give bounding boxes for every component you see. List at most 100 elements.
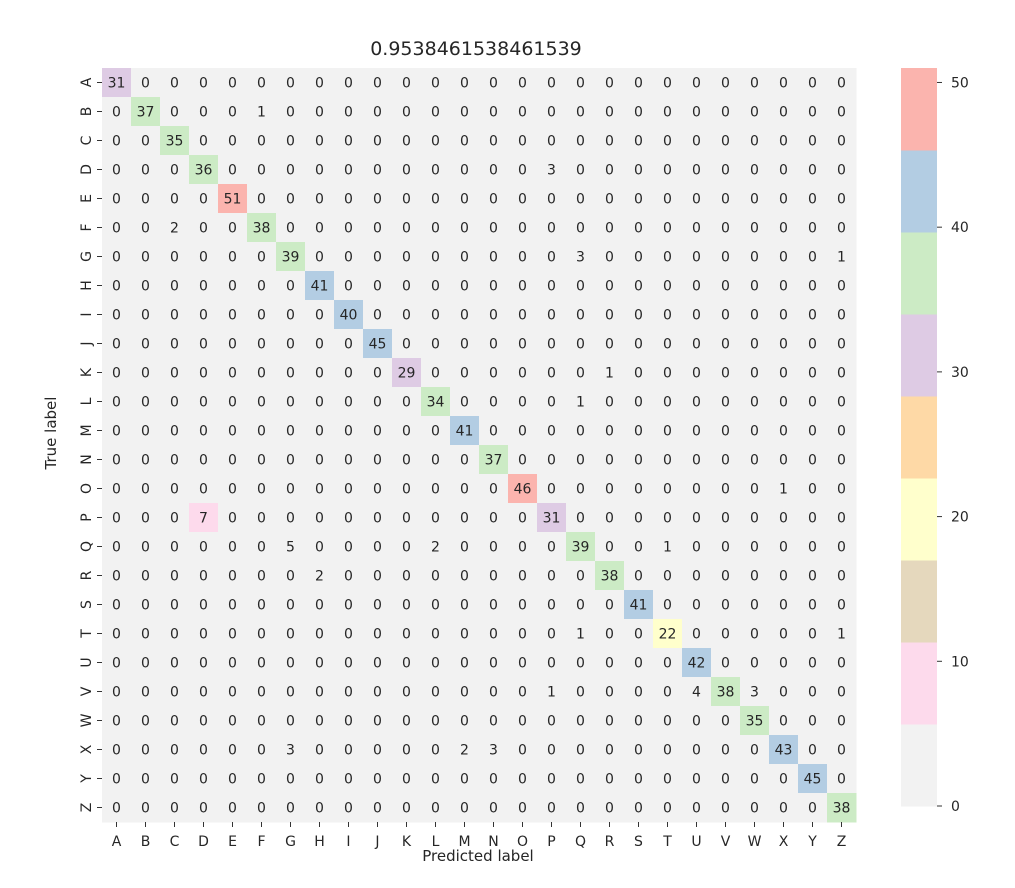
heatmap-cell <box>740 677 770 707</box>
heatmap-cell <box>769 764 799 794</box>
cell-value-label: 0 <box>634 337 643 353</box>
heatmap-cell <box>421 97 451 127</box>
cell-value-label: 0 <box>228 511 237 527</box>
heatmap-cell <box>653 68 683 98</box>
heatmap-cell <box>769 532 799 562</box>
heatmap-cell <box>276 329 306 359</box>
heatmap-cell <box>189 68 219 98</box>
x-tick-label: O <box>517 834 528 850</box>
cell-value-label: 0 <box>779 105 788 121</box>
cell-value-label: 0 <box>663 105 672 121</box>
heatmap-cell <box>392 416 422 446</box>
heatmap-cell <box>624 677 654 707</box>
cell-value-label: 0 <box>373 76 382 92</box>
heatmap-cell <box>711 126 741 156</box>
cell-value-label: 0 <box>257 163 266 179</box>
heatmap-cell <box>305 445 335 475</box>
cell-value-label: 0 <box>750 569 759 585</box>
cell-value-label: 0 <box>576 163 585 179</box>
cell-value-label: 0 <box>547 134 556 150</box>
cell-value-label: 0 <box>547 250 556 266</box>
heatmap-cell <box>218 184 248 214</box>
cell-value-label: 0 <box>199 424 208 440</box>
heatmap-cell <box>682 445 712 475</box>
cell-value-label: 0 <box>315 76 324 92</box>
x-tick-label: R <box>605 834 615 850</box>
cell-value-label: 0 <box>228 569 237 585</box>
cell-value-label: 0 <box>460 772 469 788</box>
heatmap-cell <box>189 764 219 794</box>
cell-value-label: 0 <box>373 308 382 324</box>
heatmap-cell <box>247 619 277 649</box>
heatmap-cell <box>450 648 480 678</box>
cell-value-label: 0 <box>460 714 469 730</box>
heatmap-cell <box>798 532 828 562</box>
y-tick-label: H <box>79 280 95 291</box>
cell-value-label: 0 <box>605 308 614 324</box>
cell-value-label: 0 <box>547 76 556 92</box>
cell-value-label: 0 <box>634 714 643 730</box>
cell-value-label: 0 <box>228 337 237 353</box>
heatmap-cell <box>363 358 393 388</box>
heatmap-cell <box>798 764 828 794</box>
heatmap-cell <box>566 677 596 707</box>
cell-value-label: 0 <box>112 192 121 208</box>
heatmap-cell <box>711 416 741 446</box>
heatmap-cell <box>305 619 335 649</box>
cell-value-label: 0 <box>518 772 527 788</box>
x-tick-label: B <box>141 834 151 850</box>
cell-value-label: 0 <box>489 308 498 324</box>
cell-value-label: 43 <box>775 743 793 759</box>
heatmap-cell <box>189 532 219 562</box>
cell-value-label: 0 <box>779 511 788 527</box>
colorbar-tick-label: 0 <box>951 799 960 815</box>
heatmap-cell <box>624 68 654 98</box>
y-tick-label: A <box>79 77 95 87</box>
cell-value-label: 0 <box>547 453 556 469</box>
heatmap-cell <box>160 793 190 823</box>
cell-value-label: 0 <box>779 395 788 411</box>
heatmap-cell <box>595 242 625 272</box>
heatmap-cell <box>305 126 335 156</box>
heatmap-cell <box>392 300 422 330</box>
cell-value-label: 0 <box>634 482 643 498</box>
y-axis-label: True label <box>42 397 60 471</box>
cell-value-label: 0 <box>257 192 266 208</box>
heatmap-cell <box>160 213 190 243</box>
heatmap-cell <box>508 445 538 475</box>
cell-value-label: 0 <box>460 395 469 411</box>
cell-value-label: 0 <box>257 511 266 527</box>
cell-value-label: 42 <box>688 656 706 672</box>
heatmap-cell <box>566 358 596 388</box>
heatmap-cell <box>624 300 654 330</box>
heatmap-cell <box>189 97 219 127</box>
heatmap-cell <box>450 329 480 359</box>
cell-value-label: 2 <box>460 743 469 759</box>
cell-value-label: 0 <box>518 395 527 411</box>
cell-value-label: 0 <box>257 279 266 295</box>
heatmap-cell <box>769 706 799 736</box>
chart-title: 0.9538461538461539 <box>370 38 582 60</box>
heatmap-cell <box>363 213 393 243</box>
heatmap-cell <box>566 155 596 185</box>
cell-value-label: 0 <box>402 192 411 208</box>
heatmap-cell <box>595 677 625 707</box>
cell-value-label: 0 <box>402 627 411 643</box>
cell-value-label: 0 <box>663 308 672 324</box>
cell-value-label: 0 <box>576 569 585 585</box>
cell-value-label: 0 <box>605 772 614 788</box>
heatmap-cell <box>682 184 712 214</box>
heatmap-cell <box>247 590 277 620</box>
cell-value-label: 0 <box>489 772 498 788</box>
cell-value-label: 0 <box>808 540 817 556</box>
cell-value-label: 0 <box>489 482 498 498</box>
heatmap-cell <box>682 590 712 620</box>
heatmap-cell <box>566 561 596 591</box>
heatmap-cell <box>769 68 799 98</box>
heatmap-cell <box>421 590 451 620</box>
cell-value-label: 0 <box>460 134 469 150</box>
heatmap-cell <box>653 242 683 272</box>
cell-value-label: 0 <box>199 308 208 324</box>
heatmap-cell <box>363 561 393 591</box>
cell-value-label: 0 <box>141 772 150 788</box>
